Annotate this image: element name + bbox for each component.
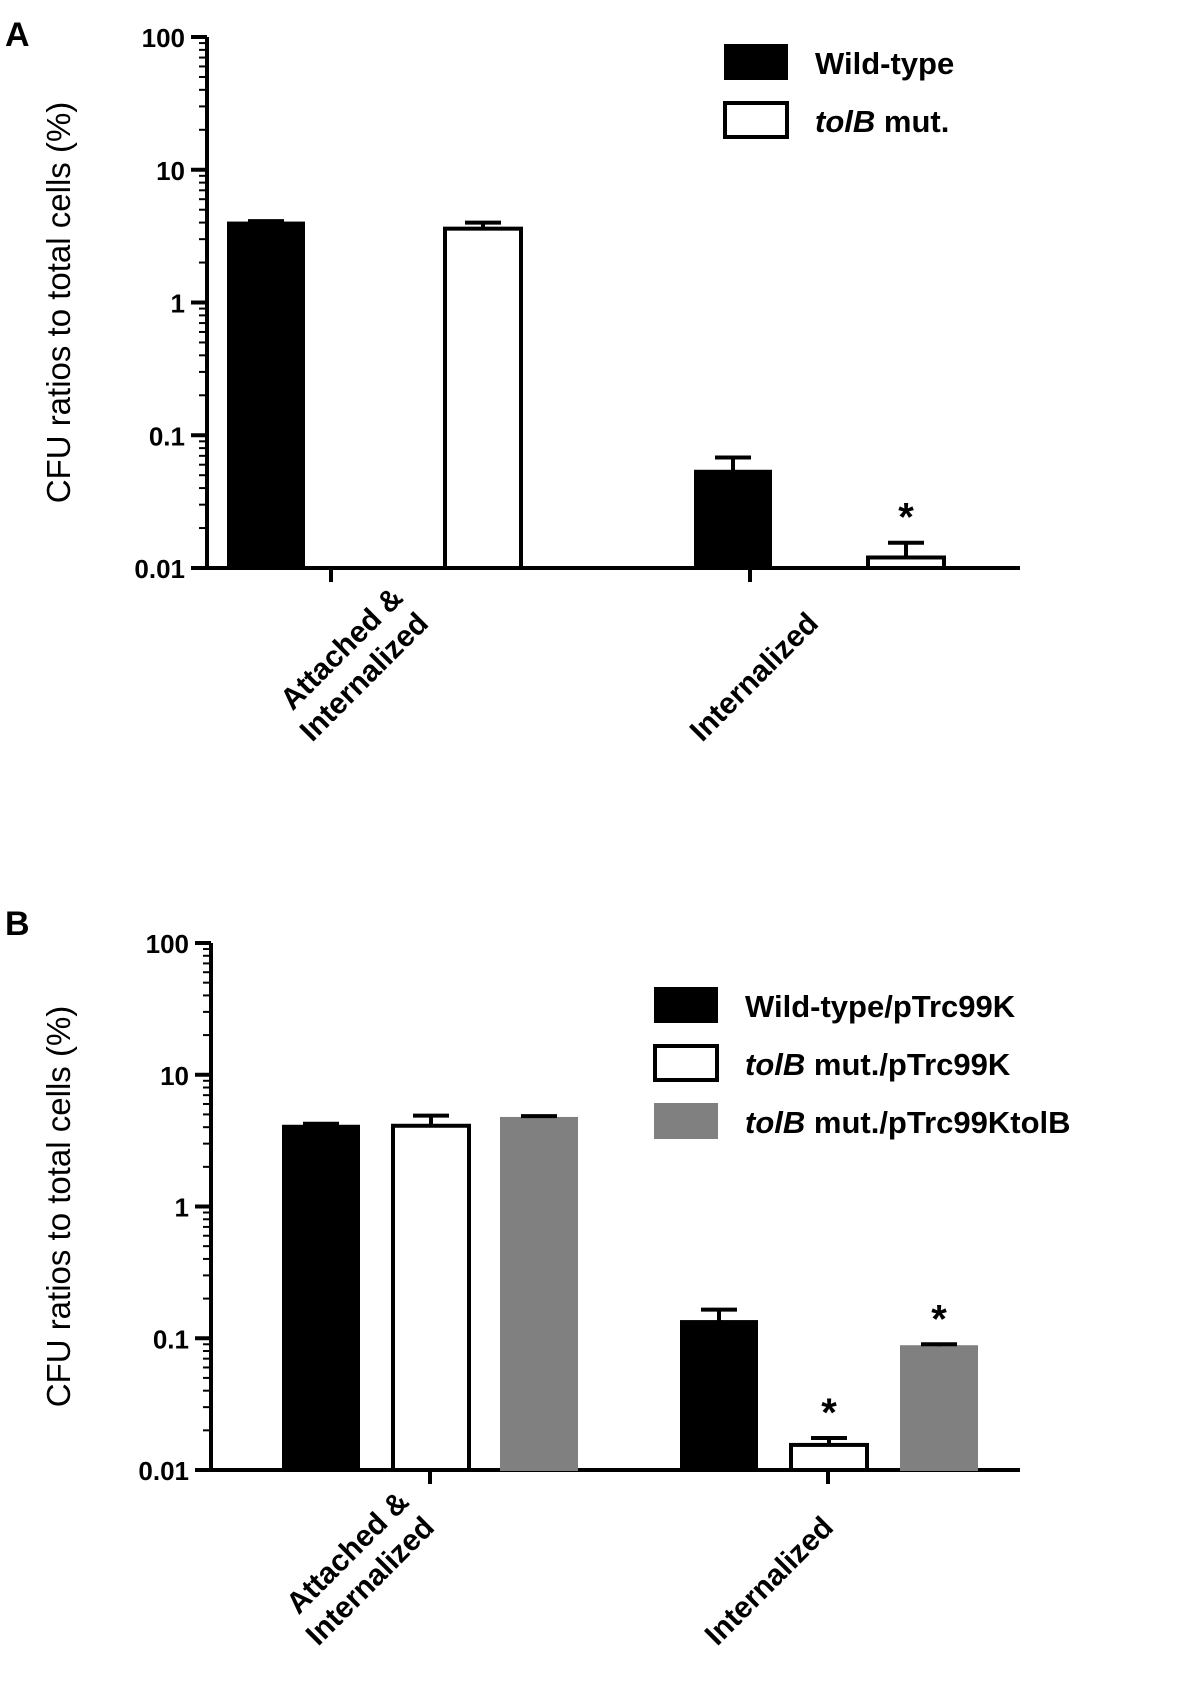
y-tick-label: 10	[160, 1061, 189, 1091]
y-tick-label: 0.01	[134, 554, 185, 584]
y-tick-label: 1	[175, 1193, 189, 1223]
legend-label: tolB mut.	[815, 104, 949, 139]
bar	[227, 221, 305, 569]
panel-a: A 100 10 1 0.1 0.01 CFU ratios to total cells …	[5, 16, 1020, 748]
panel-label: B	[5, 905, 30, 943]
x-tick-label: Attached &Internalized	[274, 1485, 441, 1652]
legend-swatch	[723, 101, 789, 139]
bar	[391, 1123, 471, 1473]
x-tick-label: Internalized	[684, 607, 825, 748]
legend-swatch	[654, 1103, 718, 1139]
bar	[789, 1442, 869, 1473]
y-tick-label: 1	[171, 289, 185, 319]
panel-label: A	[5, 16, 30, 54]
bar	[866, 555, 946, 571]
legend-swatch	[654, 987, 718, 1023]
legend-label: Wild-type/pTrc99K	[745, 989, 1016, 1024]
legend: Wild-type tolB mut.	[723, 44, 954, 139]
bar	[443, 226, 523, 570]
y-tick-label: 10	[156, 156, 185, 186]
legend-swatch	[653, 1044, 719, 1082]
y-tick-label: 0.01	[138, 1456, 189, 1486]
y-axis-label: CFU ratios to total cells (%)	[40, 102, 77, 504]
bar	[694, 469, 772, 569]
legend-swatch	[724, 44, 788, 80]
significance-marker: *	[898, 496, 914, 540]
significance-marker: *	[931, 1297, 947, 1341]
legend-label: Wild-type	[815, 46, 954, 81]
x-tick-label: Attached &Internalized	[268, 581, 435, 748]
x-tick-label: Internalized	[699, 1511, 840, 1652]
significance-marker: *	[821, 1391, 837, 1435]
panel-b: B 100 10 1 0.1 0.01 CFU ratios to total cells …	[5, 905, 1071, 1652]
bar	[680, 1320, 758, 1471]
y-tick-label: 0.1	[153, 1324, 189, 1354]
y-tick-label: 0.1	[149, 421, 185, 451]
y-axis-label: CFU ratios to total cells (%)	[40, 1006, 77, 1408]
legend-label: tolB mut./pTrc99K	[745, 1047, 1011, 1082]
legend: Wild-type/pTrc99K tolB mut./pTrc99K tolB m…	[653, 987, 1071, 1140]
y-tick-label: 100	[146, 929, 189, 959]
y-tick-label: 100	[142, 23, 185, 53]
legend-label: tolB mut./pTrc99KtolB	[745, 1105, 1071, 1140]
bar	[900, 1345, 978, 1472]
bar	[500, 1116, 578, 1471]
bar	[282, 1124, 360, 1472]
